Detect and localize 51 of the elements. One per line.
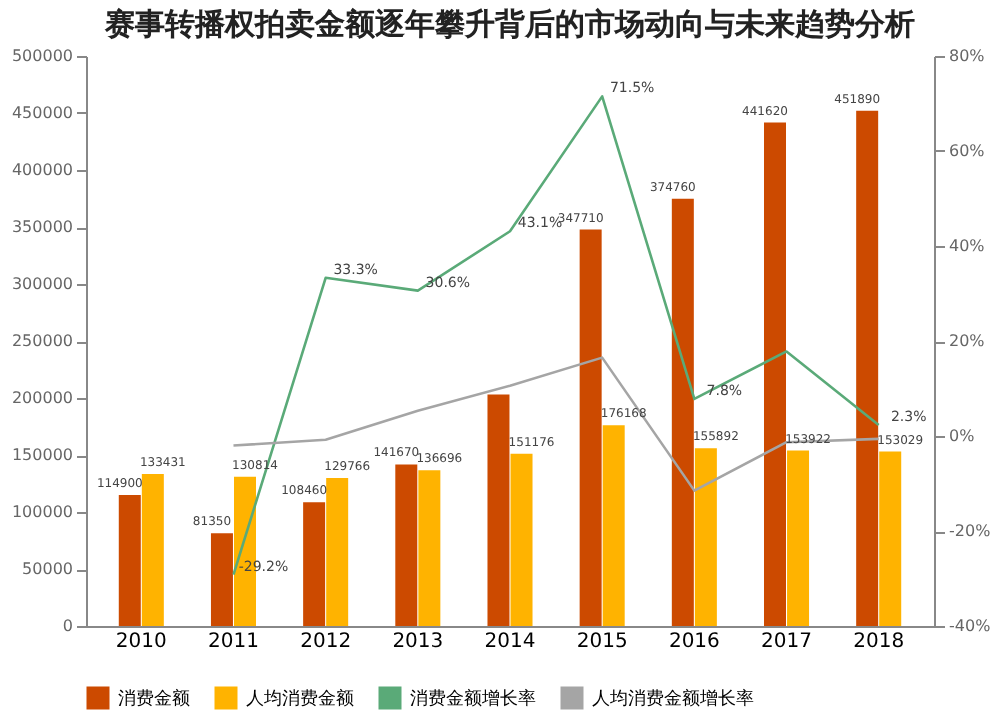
line-series [232, 356, 880, 492]
bar [141, 473, 164, 626]
legend-label: 消费金额 [118, 688, 190, 710]
y-tick-label: 100000 [11, 503, 73, 521]
y-tick-label: 50000 [22, 560, 73, 578]
x-tick-label: 2014 [484, 631, 536, 653]
y-tick-label: 350000 [11, 218, 73, 236]
x-tick-label: 2018 [853, 631, 905, 653]
y-tick-label: 150000 [11, 446, 73, 464]
y2-tick-label: 20% [949, 332, 986, 350]
x-tick-label: 2012 [300, 631, 352, 653]
x-tick-label: 2013 [392, 631, 444, 653]
bar [787, 450, 810, 626]
y2-tick-label: 80% [949, 47, 986, 65]
y-tick-label: 200000 [11, 389, 73, 407]
line-series [232, 95, 880, 576]
bar [764, 122, 786, 626]
y2-tick-label: 0% [949, 427, 976, 445]
bar [418, 470, 441, 626]
x-tick-label: 2015 [576, 631, 628, 653]
legend-label: 人均消费金额增长率 [592, 688, 754, 710]
x-tick-label: 2011 [208, 631, 259, 653]
y2-tick-label: -20% [949, 522, 992, 540]
bar [579, 229, 602, 626]
bar [395, 464, 418, 626]
legend-label: 消费金额增长率 [410, 688, 536, 710]
bar [487, 394, 510, 626]
bar [326, 478, 349, 626]
y-tick-label: 450000 [11, 104, 73, 122]
bar [602, 425, 625, 626]
y2-tick-label: 40% [949, 237, 986, 255]
y-tick-label: 250000 [11, 332, 73, 350]
y2-tick-label: 60% [949, 142, 986, 160]
chart-title: 赛事转播权拍卖金额逐年攀升背后的市场动向与未来趋势分析 [103, 6, 915, 42]
y2-tick-label: -40% [949, 617, 992, 635]
y-tick-label: 400000 [11, 161, 73, 179]
bar [510, 453, 533, 626]
bar [856, 110, 879, 626]
bar [671, 198, 694, 626]
legend-label: 人均消费金额 [246, 688, 354, 710]
x-tick-label: 2010 [115, 631, 167, 653]
bar [879, 451, 902, 626]
y-tick-label: 500000 [11, 47, 73, 65]
bar [694, 448, 717, 626]
bar [210, 533, 233, 626]
bar [303, 502, 326, 626]
y-tick-label: 0 [62, 617, 73, 635]
x-tick-label: 2016 [668, 631, 720, 653]
y-tick-label: 300000 [11, 275, 73, 293]
bar [118, 495, 141, 626]
x-tick-label: 2017 [761, 631, 812, 653]
